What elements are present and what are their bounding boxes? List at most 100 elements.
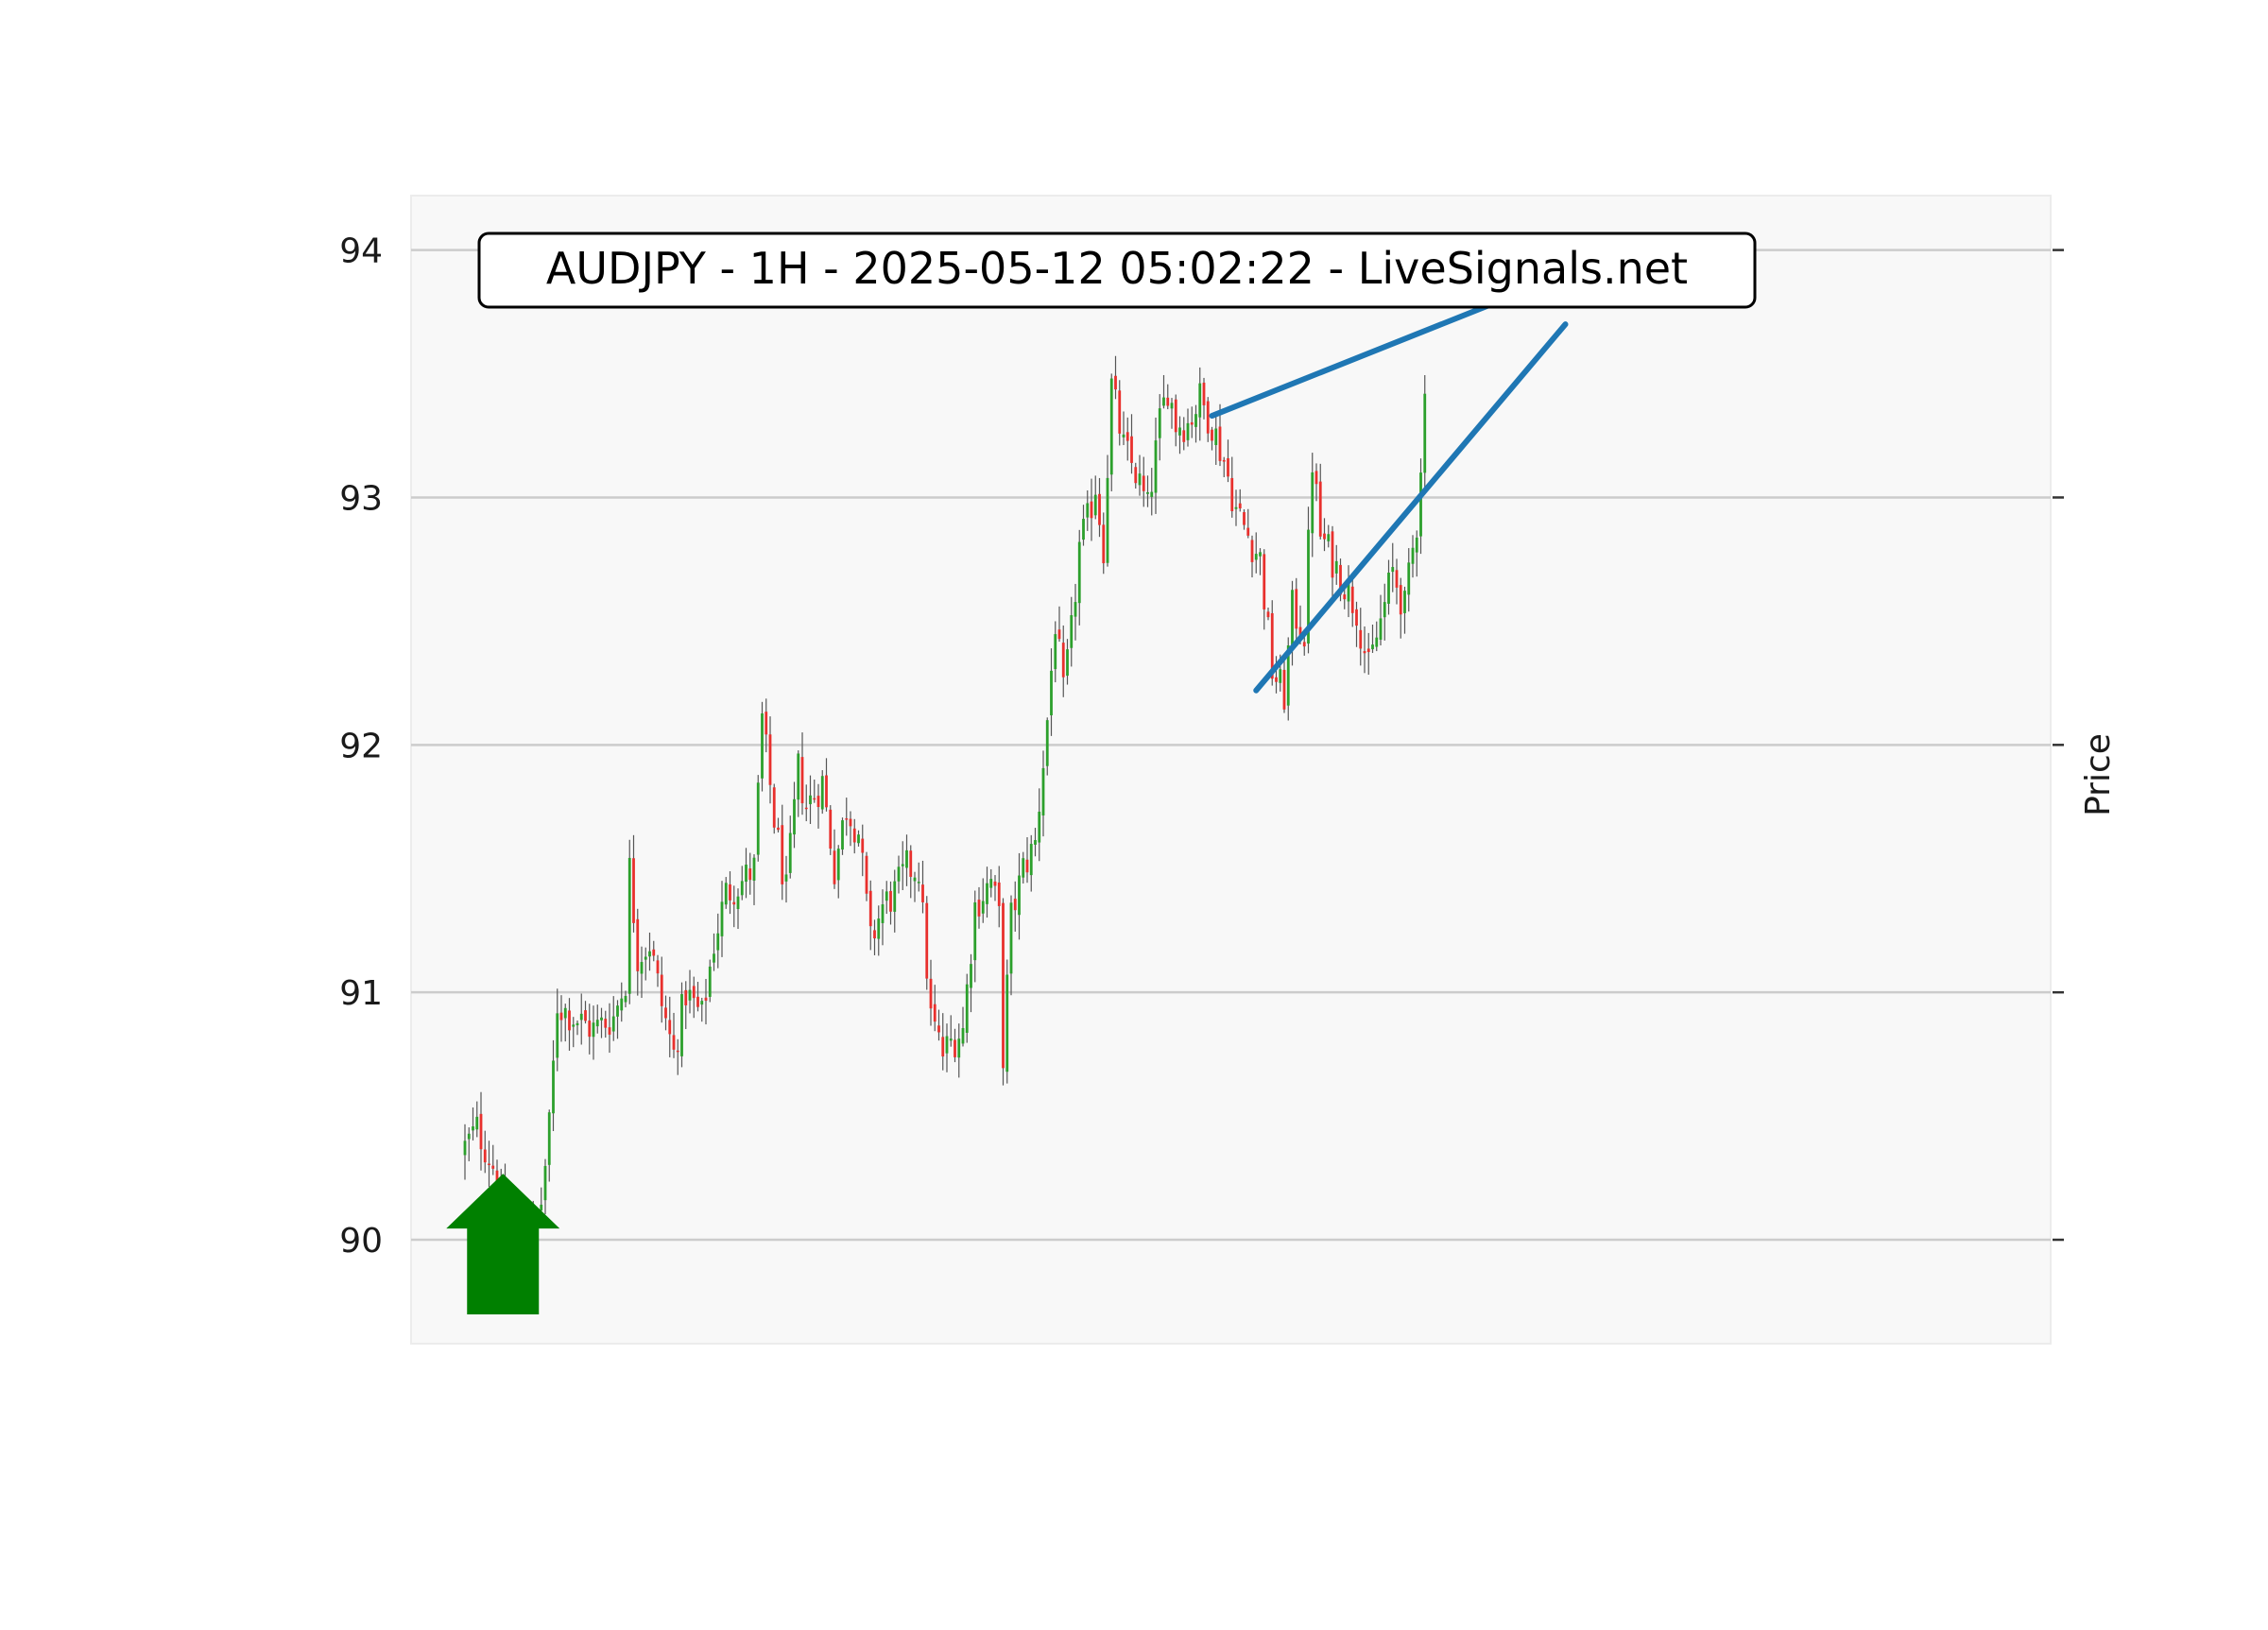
candle-body [756, 782, 760, 855]
candle [1206, 397, 1210, 442]
candle [781, 804, 784, 901]
candle [1238, 489, 1242, 512]
candle [921, 860, 924, 914]
candle-body [1211, 429, 1213, 441]
candle [1066, 639, 1069, 685]
candle [632, 834, 635, 933]
candle [624, 990, 627, 1008]
candle-body [552, 1060, 555, 1114]
candle [1359, 608, 1363, 666]
candle [961, 1006, 965, 1047]
candle-body [627, 857, 631, 994]
candle [1098, 477, 1101, 538]
candle-body [829, 809, 833, 849]
candle [1186, 408, 1190, 447]
candle [784, 855, 788, 903]
trendline [1253, 321, 1569, 694]
candle [800, 732, 804, 815]
candle [736, 888, 740, 930]
candle-body [825, 775, 828, 808]
candle-body [684, 989, 688, 1005]
candle [692, 976, 696, 1019]
candle [933, 985, 936, 1032]
candle-body [563, 1007, 567, 1019]
candle-body [1114, 375, 1117, 390]
candle-body [788, 832, 792, 873]
candle [970, 953, 972, 1013]
candle-body [1025, 859, 1029, 873]
candle-body [1045, 720, 1049, 766]
candle-body [547, 1112, 551, 1165]
candle [993, 875, 997, 901]
candle [1102, 512, 1106, 575]
candle [1295, 577, 1298, 646]
candle [716, 913, 720, 969]
candle [1134, 462, 1138, 489]
candle [833, 829, 836, 889]
candle-body [921, 884, 924, 902]
candle-body [957, 1038, 961, 1058]
candle [1162, 374, 1165, 409]
candle-body [804, 807, 808, 810]
candle [608, 1003, 611, 1054]
candle-body [1154, 440, 1158, 493]
candle-body [1379, 618, 1383, 640]
candle-body [579, 1013, 583, 1021]
candle-body [1383, 602, 1386, 618]
candle-body [1086, 503, 1090, 518]
candle-body [616, 1005, 619, 1017]
candle [885, 881, 888, 915]
candle-body [1298, 626, 1302, 638]
candle-body [865, 855, 868, 894]
up-arrow-icon [446, 1174, 560, 1314]
candle-body [836, 849, 840, 881]
candle-body [595, 1020, 599, 1027]
candle-body [917, 882, 920, 884]
candle-body [1118, 390, 1122, 434]
candle [1045, 717, 1049, 776]
y-tick-label: 94 [339, 232, 383, 271]
candle-body [784, 874, 788, 882]
candle [1118, 380, 1122, 446]
candle-body [1339, 564, 1342, 595]
candle [1190, 406, 1194, 438]
candle-body [768, 734, 772, 785]
candle-body [1174, 399, 1177, 433]
candle [547, 1109, 551, 1182]
candle-body [949, 1038, 953, 1041]
y-tick-label: 92 [339, 727, 383, 765]
candle-body [1423, 393, 1427, 473]
candle [965, 973, 969, 1043]
candle-body [748, 868, 752, 881]
candle-body [889, 890, 892, 912]
candle [997, 866, 1001, 928]
candle [820, 770, 824, 815]
candle-body [1150, 491, 1154, 497]
candle [1246, 508, 1250, 539]
candle-body [652, 949, 656, 956]
candle [1005, 959, 1009, 1084]
candle-body [1162, 397, 1165, 406]
candle [1314, 463, 1318, 502]
candle-body [716, 933, 720, 951]
candle-body [1194, 414, 1197, 427]
candle [1259, 548, 1262, 575]
candle-body [1013, 899, 1017, 911]
candle [1399, 577, 1402, 639]
candle-body [604, 1019, 608, 1028]
candle [1074, 583, 1077, 641]
candle [761, 701, 764, 792]
candle [1158, 394, 1161, 461]
candle-body [656, 960, 660, 974]
candle [579, 993, 583, 1045]
candle [777, 817, 780, 832]
candle-body [1125, 432, 1129, 441]
candle-body [1347, 582, 1350, 602]
candle [1266, 607, 1270, 621]
candle [877, 905, 881, 956]
candle [1407, 548, 1411, 612]
candle [1263, 549, 1266, 630]
candle [595, 1004, 599, 1034]
candle [945, 1023, 949, 1072]
candle [873, 919, 876, 955]
